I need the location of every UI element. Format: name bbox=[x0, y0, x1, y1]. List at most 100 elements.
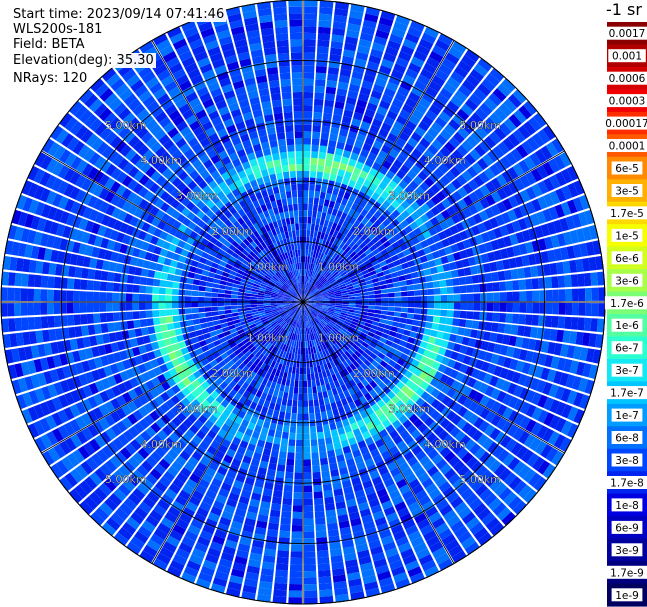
range-gate-cell bbox=[407, 137, 419, 148]
range-gate-cell bbox=[460, 302, 468, 310]
range-gate-cell bbox=[145, 310, 153, 318]
range-gate-cell bbox=[80, 314, 88, 325]
range-gate-cell bbox=[313, 264, 317, 272]
range-gate-cell bbox=[405, 279, 414, 286]
range-gate-cell bbox=[295, 446, 303, 453]
range-gate-cell bbox=[145, 294, 153, 302]
range-gate-cell bbox=[325, 86, 337, 95]
range-gate-cell bbox=[342, 275, 350, 281]
range-gate-cell bbox=[303, 144, 311, 152]
range-gate-cell bbox=[324, 255, 330, 263]
range-gate-cell bbox=[309, 177, 316, 185]
range-gate-cell bbox=[310, 286, 316, 292]
range-gate-cell bbox=[393, 316, 401, 323]
range-gate-cell bbox=[440, 302, 448, 309]
range-gate-cell bbox=[165, 302, 172, 309]
range-gate-cell bbox=[304, 289, 307, 296]
range-gate-cell bbox=[438, 163, 449, 175]
range-gate-cell bbox=[399, 317, 407, 324]
range-gate-cell bbox=[523, 156, 536, 170]
range-gate-cell bbox=[542, 161, 555, 176]
range-gate-cell bbox=[353, 111, 364, 121]
range-gate-cell bbox=[507, 133, 521, 147]
range-gate-cell bbox=[371, 118, 383, 128]
range-gate-cell bbox=[285, 379, 291, 387]
range-gate-cell bbox=[437, 231, 447, 241]
range-gate-cell bbox=[467, 216, 477, 227]
range-gate-cell bbox=[385, 154, 396, 164]
range-gate-cell bbox=[423, 62, 437, 75]
range-gate-cell bbox=[314, 98, 324, 106]
range-gate-cell bbox=[457, 126, 470, 139]
range-gate-cell bbox=[345, 280, 352, 286]
range-gate-cell bbox=[513, 206, 524, 219]
range-gate-cell bbox=[452, 190, 463, 202]
range-gate-cell bbox=[480, 121, 493, 135]
range-gate-cell bbox=[533, 112, 547, 128]
range-gate-cell bbox=[192, 313, 200, 320]
range-gate-cell bbox=[272, 443, 280, 452]
range-gate-cell bbox=[450, 326, 459, 335]
range-gate-cell bbox=[165, 316, 174, 324]
range-gate-cell bbox=[486, 302, 494, 312]
range-gate-cell bbox=[425, 322, 433, 329]
range-gate-cell bbox=[303, 400, 309, 407]
range-gate-cell bbox=[411, 236, 420, 245]
range-gate-cell bbox=[113, 272, 122, 283]
range-gate-cell bbox=[423, 149, 435, 160]
range-gate-cell bbox=[307, 373, 311, 381]
range-gate-cell bbox=[279, 444, 288, 453]
range-gate-cell bbox=[381, 93, 393, 104]
range-gate-cell bbox=[134, 328, 143, 337]
range-gate-cell bbox=[598, 303, 605, 317]
range-gate-cell bbox=[370, 146, 380, 156]
range-gate-cell bbox=[386, 315, 394, 321]
range-gate-cell bbox=[303, 557, 316, 565]
range-gate-cell bbox=[348, 272, 356, 278]
range-gate-cell bbox=[374, 186, 384, 196]
range-gate-cell bbox=[291, 373, 296, 381]
range-gate-cell bbox=[427, 295, 435, 302]
range-gate-cell bbox=[303, 479, 312, 486]
range-gate-cell bbox=[350, 77, 362, 87]
range-gate-cell bbox=[80, 279, 88, 290]
range-gate-cell bbox=[299, 334, 302, 342]
range-gate-cell bbox=[297, 400, 303, 407]
range-gate-cell bbox=[496, 187, 508, 200]
range-gate-cell bbox=[331, 208, 338, 217]
range-gate-cell bbox=[321, 278, 328, 285]
range-gate-cell bbox=[378, 214, 387, 223]
range-gate-cell bbox=[288, 590, 302, 598]
range-gate-cell bbox=[525, 186, 537, 200]
range-gate-cell bbox=[310, 285, 315, 292]
range-gate-cell bbox=[435, 213, 445, 223]
range-gate-cell bbox=[305, 341, 308, 348]
range-gate-cell bbox=[335, 196, 343, 204]
range-gate-cell bbox=[347, 23, 361, 33]
range-gate-cell bbox=[1, 303, 8, 317]
range-gate-cell bbox=[389, 33, 404, 45]
range-gate-cell bbox=[408, 62, 422, 74]
range-gate-cell bbox=[20, 288, 28, 301]
range-gate-cell bbox=[410, 131, 422, 143]
range-gate-cell bbox=[334, 8, 349, 17]
range-gate-cell bbox=[133, 275, 141, 285]
range-gate-cell bbox=[420, 308, 428, 315]
range-gate-cell bbox=[27, 303, 35, 316]
range-gate-cell bbox=[352, 235, 360, 244]
range-gate-cell bbox=[303, 229, 307, 237]
range-gate-cell bbox=[503, 118, 517, 132]
range-gate-cell bbox=[305, 289, 308, 296]
range-gate-cell bbox=[410, 191, 420, 201]
range-gate-cell bbox=[187, 325, 196, 333]
range-gate-cell bbox=[303, 249, 306, 257]
range-gate-cell bbox=[455, 222, 465, 232]
range-gate-cell bbox=[484, 272, 493, 283]
range-gate-cell bbox=[425, 209, 435, 220]
range-gate-cell bbox=[378, 128, 389, 138]
range-gate-cell bbox=[368, 232, 376, 241]
range-gate-cell bbox=[382, 269, 391, 276]
range-gate-cell bbox=[439, 87, 453, 100]
range-gate-cell bbox=[431, 139, 443, 151]
range-gate-cell bbox=[308, 296, 315, 300]
